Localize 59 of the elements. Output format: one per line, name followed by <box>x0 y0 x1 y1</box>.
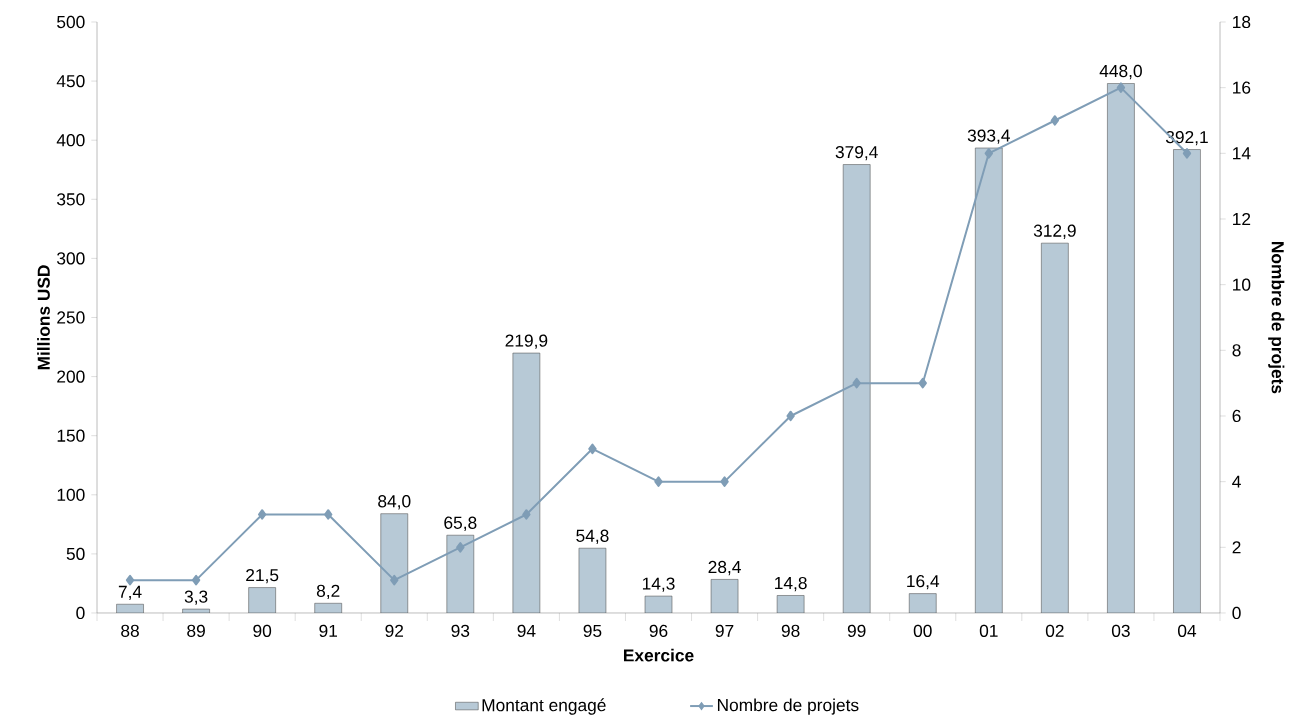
data-label: 219,9 <box>505 334 548 349</box>
x-tick-label: 00 <box>913 624 932 637</box>
y-tick-label: 350 <box>57 193 85 206</box>
data-label: 65,8 <box>444 516 477 531</box>
x-axis-title: Exercice <box>623 648 694 662</box>
data-label: 379,4 <box>835 145 878 161</box>
x-tick-label: 88 <box>121 624 139 637</box>
data-label: 14,3 <box>642 577 675 592</box>
data-label: 8,2 <box>316 584 340 599</box>
data-label: 84,0 <box>378 495 411 510</box>
data-label: 54,8 <box>576 529 609 544</box>
data-label: 312,9 <box>1033 224 1076 239</box>
x-tick-label: 98 <box>781 624 800 637</box>
data-label: 21,5 <box>246 568 279 584</box>
x-tick-label: 92 <box>385 624 404 637</box>
y-tick-label: 100 <box>57 488 85 501</box>
x-tick-label: 89 <box>187 624 205 637</box>
data-label: 28,4 <box>708 560 741 576</box>
y-tick-label: 250 <box>57 311 85 324</box>
y2-tick-label: 12 <box>1233 212 1251 226</box>
data-label: 448,0 <box>1099 64 1142 80</box>
x-tick-label: 02 <box>1045 624 1064 637</box>
y2-tick-label: 4 <box>1232 475 1241 488</box>
x-tick-label: 01 <box>979 624 998 637</box>
data-label: 393,4 <box>967 129 1010 144</box>
x-tick-label: 93 <box>451 624 470 637</box>
y2-axis-title: Nombre de projets <box>1268 242 1285 394</box>
x-tick-label: 04 <box>1178 624 1197 637</box>
x-tick-label: 97 <box>715 624 734 637</box>
y2-tick-label: 16 <box>1233 81 1251 94</box>
y-tick-label: 200 <box>57 370 85 383</box>
y2-tick-label: 8 <box>1232 344 1241 357</box>
data-label: 3,3 <box>184 590 208 605</box>
data-label: 7,4 <box>118 585 142 600</box>
y-tick-label: 500 <box>57 15 85 29</box>
y2-tick-label: 10 <box>1233 278 1251 291</box>
y2-tick-label: 0 <box>1232 606 1241 620</box>
y-tick-label: 150 <box>57 429 85 442</box>
y-tick-label: 0 <box>76 606 85 620</box>
x-tick-label: 96 <box>649 624 668 637</box>
legend-label: Nombre de projets <box>717 698 859 715</box>
x-tick-label: 94 <box>517 624 536 637</box>
y-axis-title: Millions USD <box>37 265 50 370</box>
y2-tick-label: 6 <box>1232 409 1241 423</box>
legend-label: Montant engagé <box>482 698 606 715</box>
y-tick-label: 300 <box>57 252 85 265</box>
y-tick-label: 50 <box>66 547 85 560</box>
data-label: 16,4 <box>907 574 940 590</box>
y-tick-label: 450 <box>56 74 85 88</box>
y-tick-label: 400 <box>56 134 85 147</box>
x-tick-label: 90 <box>253 624 272 637</box>
x-tick-label: 03 <box>1111 624 1130 637</box>
x-tick-label: 95 <box>583 624 602 637</box>
y2-tick-label: 2 <box>1232 541 1241 554</box>
y2-tick-label: 14 <box>1233 147 1251 160</box>
x-tick-label: 91 <box>319 624 338 637</box>
y2-tick-label: 18 <box>1233 15 1251 29</box>
x-tick-label: 99 <box>847 624 866 637</box>
data-label: 14,8 <box>775 576 807 592</box>
